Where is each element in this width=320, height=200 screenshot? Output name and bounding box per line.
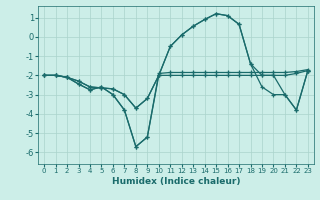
X-axis label: Humidex (Indice chaleur): Humidex (Indice chaleur): [112, 177, 240, 186]
